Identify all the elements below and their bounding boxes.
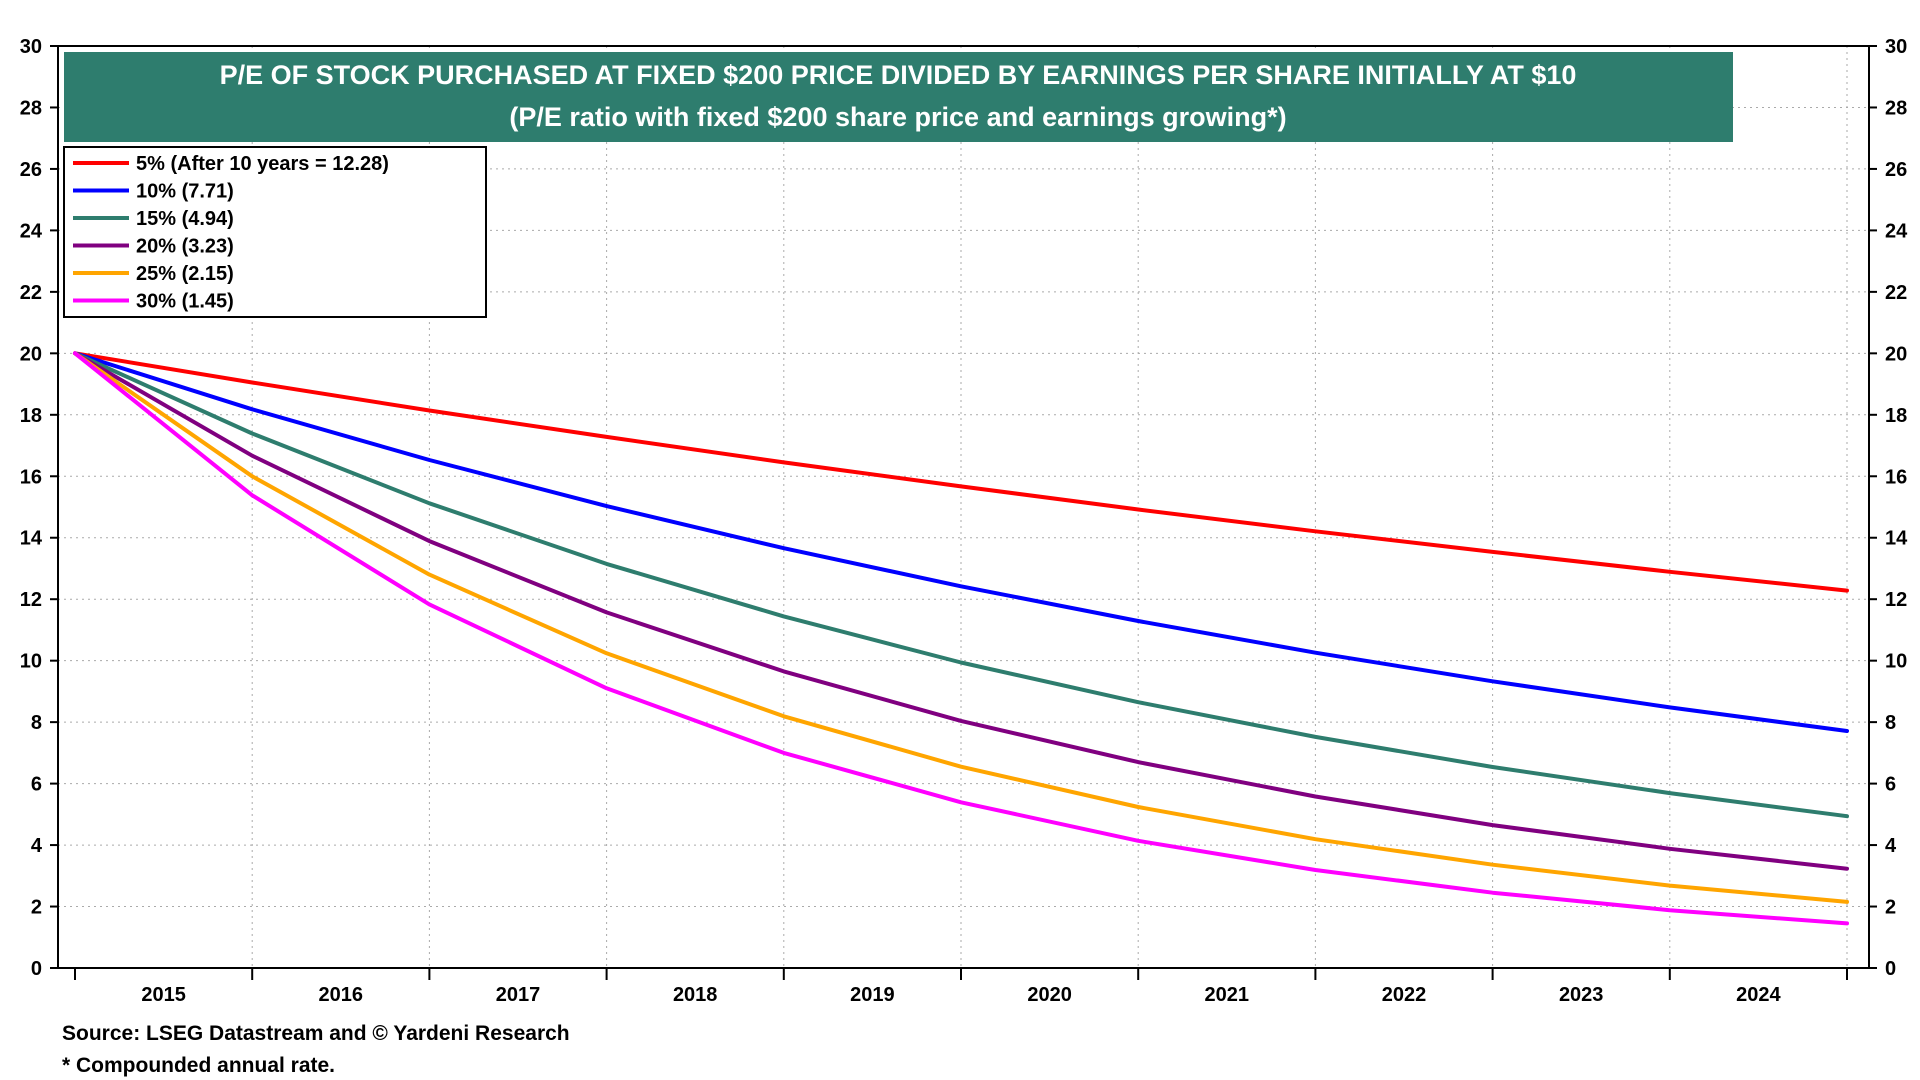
legend-label-30pct: 30% (1.45): [136, 291, 234, 313]
y-tick-label-left: 14: [20, 528, 43, 550]
y-tick-label-left: 8: [31, 712, 42, 734]
y-tick-label-right: 2: [1885, 897, 1896, 919]
series-line-25pct: [73, 351, 1849, 904]
footnote: * Compounded annual rate.: [62, 1054, 335, 1077]
chart-subtitle: (P/E ratio with fixed $200 share price a…: [509, 102, 1286, 132]
x-tick-label: 2016: [319, 984, 364, 1006]
y-tick-label-right: 10: [1885, 651, 1907, 673]
series-line-20pct: [73, 351, 1849, 871]
title-band: [64, 52, 1733, 142]
y-tick-label-right: 18: [1885, 405, 1907, 427]
legend-label-5pct: 5% (After 10 years = 12.28): [136, 153, 389, 175]
y-tick-label-left: 20: [20, 343, 42, 365]
x-axis-labels: 2015 2016 2017 2018 2019 2020 2021 2022 2023 2024: [141, 984, 1781, 1006]
x-tick-label: 2020: [1027, 984, 1072, 1006]
y-tick-label-left: 10: [20, 651, 42, 673]
legend-label-25pct: 25% (2.15): [136, 263, 234, 285]
y-tick-label-left: 0: [31, 958, 42, 980]
plot-area-frame: [57, 45, 1870, 969]
legend-items: 5% (After 10 years = 12.28) 10% (7.71) 15%…: [73, 153, 389, 313]
legend-label-15pct: 15% (4.94): [136, 208, 234, 230]
y-tick-label-right: 22: [1885, 282, 1907, 304]
legend-box: [63, 146, 487, 318]
y-tick-label-left: 12: [20, 589, 42, 611]
axis-ticks: [50, 45, 1877, 980]
series-line-30pct: [73, 351, 1849, 926]
x-tick-label: 2015: [141, 984, 186, 1006]
y-tick-label-right: 0: [1885, 958, 1896, 980]
y-tick-label-left: 2: [31, 897, 42, 919]
y-tick-label-right: 12: [1885, 589, 1907, 611]
y-tick-label-right: 14: [1885, 528, 1908, 550]
y-tick-label-right: 6: [1885, 774, 1896, 796]
y-tick-label-left: 22: [20, 282, 42, 304]
y-tick-label-left: 18: [20, 405, 42, 427]
source-note: Source: LSEG Datastream and © Yardeni Re…: [62, 1022, 570, 1045]
y-tick-label-left: 26: [20, 159, 42, 181]
x-tick-label: 2022: [1382, 984, 1427, 1006]
y-tick-label-left: 6: [31, 774, 42, 796]
y-tick-label-right: 4: [1885, 835, 1897, 857]
x-tick-label: 2018: [673, 984, 718, 1006]
legend-label-10pct: 10% (7.71): [136, 181, 234, 203]
series-line-5pct: [73, 351, 1849, 593]
x-tick-label: 2023: [1559, 984, 1604, 1006]
series-line-10pct: [73, 351, 1849, 733]
y-tick-label-right: 8: [1885, 712, 1896, 734]
y-tick-label-left: 28: [20, 97, 42, 119]
y-tick-label-right: 30: [1885, 36, 1907, 58]
x-tick-label: 2019: [850, 984, 895, 1006]
y-tick-label-right: 16: [1885, 466, 1907, 488]
y-tick-label-right: 20: [1885, 343, 1907, 365]
y-tick-label-left: 4: [31, 835, 43, 857]
x-tick-label: 2017: [496, 984, 541, 1006]
series-line-15pct: [73, 351, 1849, 819]
x-tick-label: 2021: [1205, 984, 1250, 1006]
y-tick-label-right: 24: [1885, 220, 1908, 242]
y-tick-label-left: 30: [20, 36, 42, 58]
title-box: P/E OF STOCK PURCHASED AT FIXED $200 PRI…: [64, 52, 1733, 142]
y-tick-label-left: 24: [20, 220, 43, 242]
legend: 5% (After 10 years = 12.28) 10% (7.71) 15%…: [63, 146, 487, 318]
x-tick-label: 2024: [1736, 984, 1781, 1006]
chart-title: P/E OF STOCK PURCHASED AT FIXED $200 PRI…: [220, 60, 1577, 90]
y-tick-label-left: 16: [20, 466, 42, 488]
legend-label-20pct: 20% (3.23): [136, 236, 234, 258]
series-lines: [73, 351, 1849, 926]
y-tick-label-right: 26: [1885, 159, 1907, 181]
y-tick-label-right: 28: [1885, 97, 1907, 119]
